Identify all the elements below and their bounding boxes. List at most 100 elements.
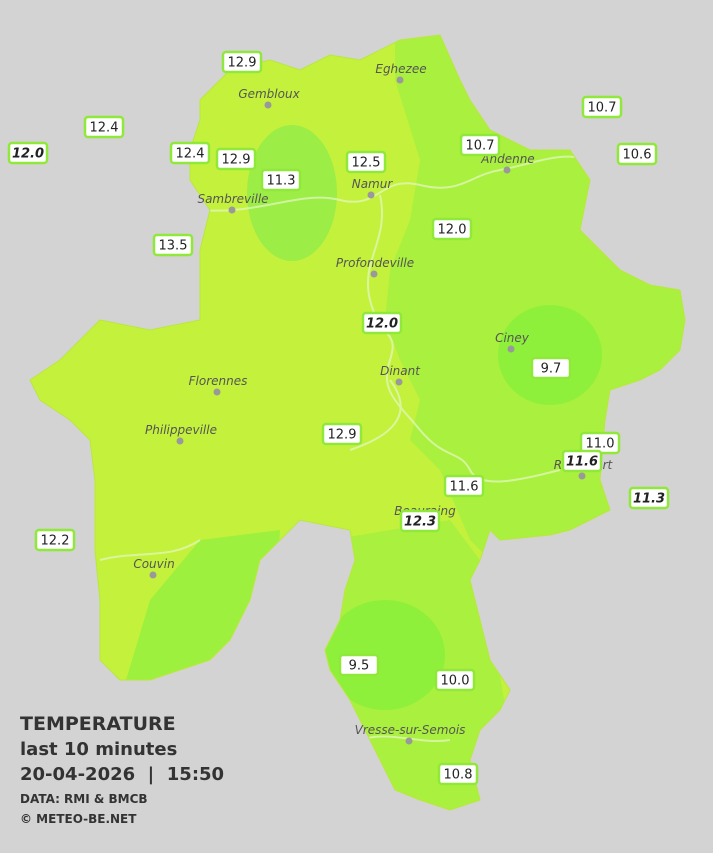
city-name: Profondeville [336, 256, 414, 270]
city-name: Ciney [495, 331, 530, 345]
station: 9.7 [530, 356, 572, 380]
station-value: 10.0 [441, 674, 470, 689]
province-border [29, 34, 686, 811]
station-value: 12.9 [222, 153, 251, 168]
station-box [152, 233, 194, 257]
station-box [321, 422, 363, 446]
city-name: Sambreville [197, 192, 268, 206]
city-name: Namur [352, 177, 394, 191]
city-name: Florennes [189, 374, 248, 388]
station: 11.6 [443, 474, 485, 498]
stations: 12.9 12.4 12.0 12.4 12.9 11.3 12.5 10.7 10.7 10.6… [7, 50, 670, 786]
city-name: Vresse-sur-Semois [355, 723, 466, 737]
station-box [443, 474, 485, 498]
station-value: 13.5 [159, 239, 188, 254]
city-dot [176, 437, 184, 445]
station-value: 12.2 [41, 534, 70, 549]
station-value: 10.7 [588, 101, 617, 116]
city-dot [264, 101, 272, 109]
legend-credit: © METEO-BE.NET [20, 812, 137, 826]
station-value: 12.9 [328, 428, 357, 443]
station-value: 12.5 [352, 156, 381, 171]
station-value: 9.7 [541, 362, 562, 377]
station-box [399, 509, 441, 533]
station: 12.2 [34, 528, 76, 552]
station: 9.5 [338, 653, 380, 677]
station-value: 11.3 [633, 492, 665, 507]
station-value: 12.9 [228, 56, 257, 71]
city-dot [405, 737, 413, 745]
city-dot [395, 378, 403, 386]
city-dot [367, 191, 375, 199]
station: 10.6 [616, 142, 658, 166]
city-dot [503, 166, 511, 174]
city-dot [228, 206, 236, 214]
station-box [561, 449, 603, 473]
station-box [83, 115, 125, 139]
station-value: 12.0 [12, 147, 44, 162]
station-value: 12.0 [438, 223, 467, 238]
station-box [338, 653, 380, 677]
legend-datetime: 20-04-2026 | 15:50 [20, 764, 224, 785]
station: 10.7 [459, 133, 501, 157]
city-name: Gembloux [238, 87, 300, 101]
zone-cool [498, 305, 602, 405]
station: 11.3 [260, 168, 302, 192]
station-box [215, 147, 257, 171]
station-box [437, 762, 479, 786]
station-box [361, 311, 403, 335]
station-box [221, 50, 263, 74]
station: 12.0 [361, 311, 403, 335]
station-value: 10.6 [623, 148, 652, 163]
station-box [7, 141, 49, 165]
city-name: Philippeville [145, 423, 217, 437]
city-dot [578, 472, 586, 480]
station: 12.9 [221, 50, 263, 74]
station-box [431, 217, 473, 241]
river [99, 155, 591, 742]
station: 12.5 [345, 150, 387, 174]
station: 12.0 [7, 141, 49, 165]
city-name: Eghezee [375, 62, 426, 76]
station-box [34, 528, 76, 552]
city-name: Couvin [133, 557, 174, 571]
station: 12.4 [169, 141, 211, 165]
station: 10.0 [434, 668, 476, 692]
legend-title: TEMPERATURE [20, 713, 176, 735]
station-box [616, 142, 658, 166]
station: 12.3 [399, 509, 441, 533]
city-dot [149, 571, 157, 579]
station-value: 11.3 [267, 174, 296, 189]
city-dot [213, 388, 221, 396]
station: 10.7 [581, 95, 623, 119]
station: 12.9 [321, 422, 363, 446]
station-value: 12.4 [90, 121, 119, 136]
zone-cool [325, 600, 445, 710]
city-name: Dinant [380, 364, 421, 378]
station-box [459, 133, 501, 157]
station-box [581, 95, 623, 119]
station: 11.3 [628, 486, 670, 510]
station: 12.0 [431, 217, 473, 241]
station-box [345, 150, 387, 174]
station-value: 9.5 [349, 659, 370, 674]
station-box [628, 486, 670, 510]
station: 12.9 [215, 147, 257, 171]
zone-cool [247, 125, 337, 261]
station-value: 10.8 [444, 768, 473, 783]
station-value: 11.6 [450, 480, 479, 495]
station: 11.6 [561, 449, 603, 473]
station-value: 11.0 [586, 437, 615, 452]
city-dot [370, 270, 378, 278]
legend-period: last 10 minutes [20, 739, 177, 760]
station-box [530, 356, 572, 380]
station-value: 12.3 [404, 515, 436, 530]
city-dot [396, 76, 404, 84]
cities: EghezeeGemblouxAndenneNamurSambrevillePr… [133, 62, 614, 745]
station-value: 11.6 [566, 455, 598, 470]
city-dot [507, 345, 515, 353]
station: 12.4 [83, 115, 125, 139]
station-value: 12.4 [176, 147, 205, 162]
station-value: 12.0 [366, 317, 398, 332]
legend: TEMPERATURE last 10 minutes 20-04-2026 |… [20, 713, 224, 826]
